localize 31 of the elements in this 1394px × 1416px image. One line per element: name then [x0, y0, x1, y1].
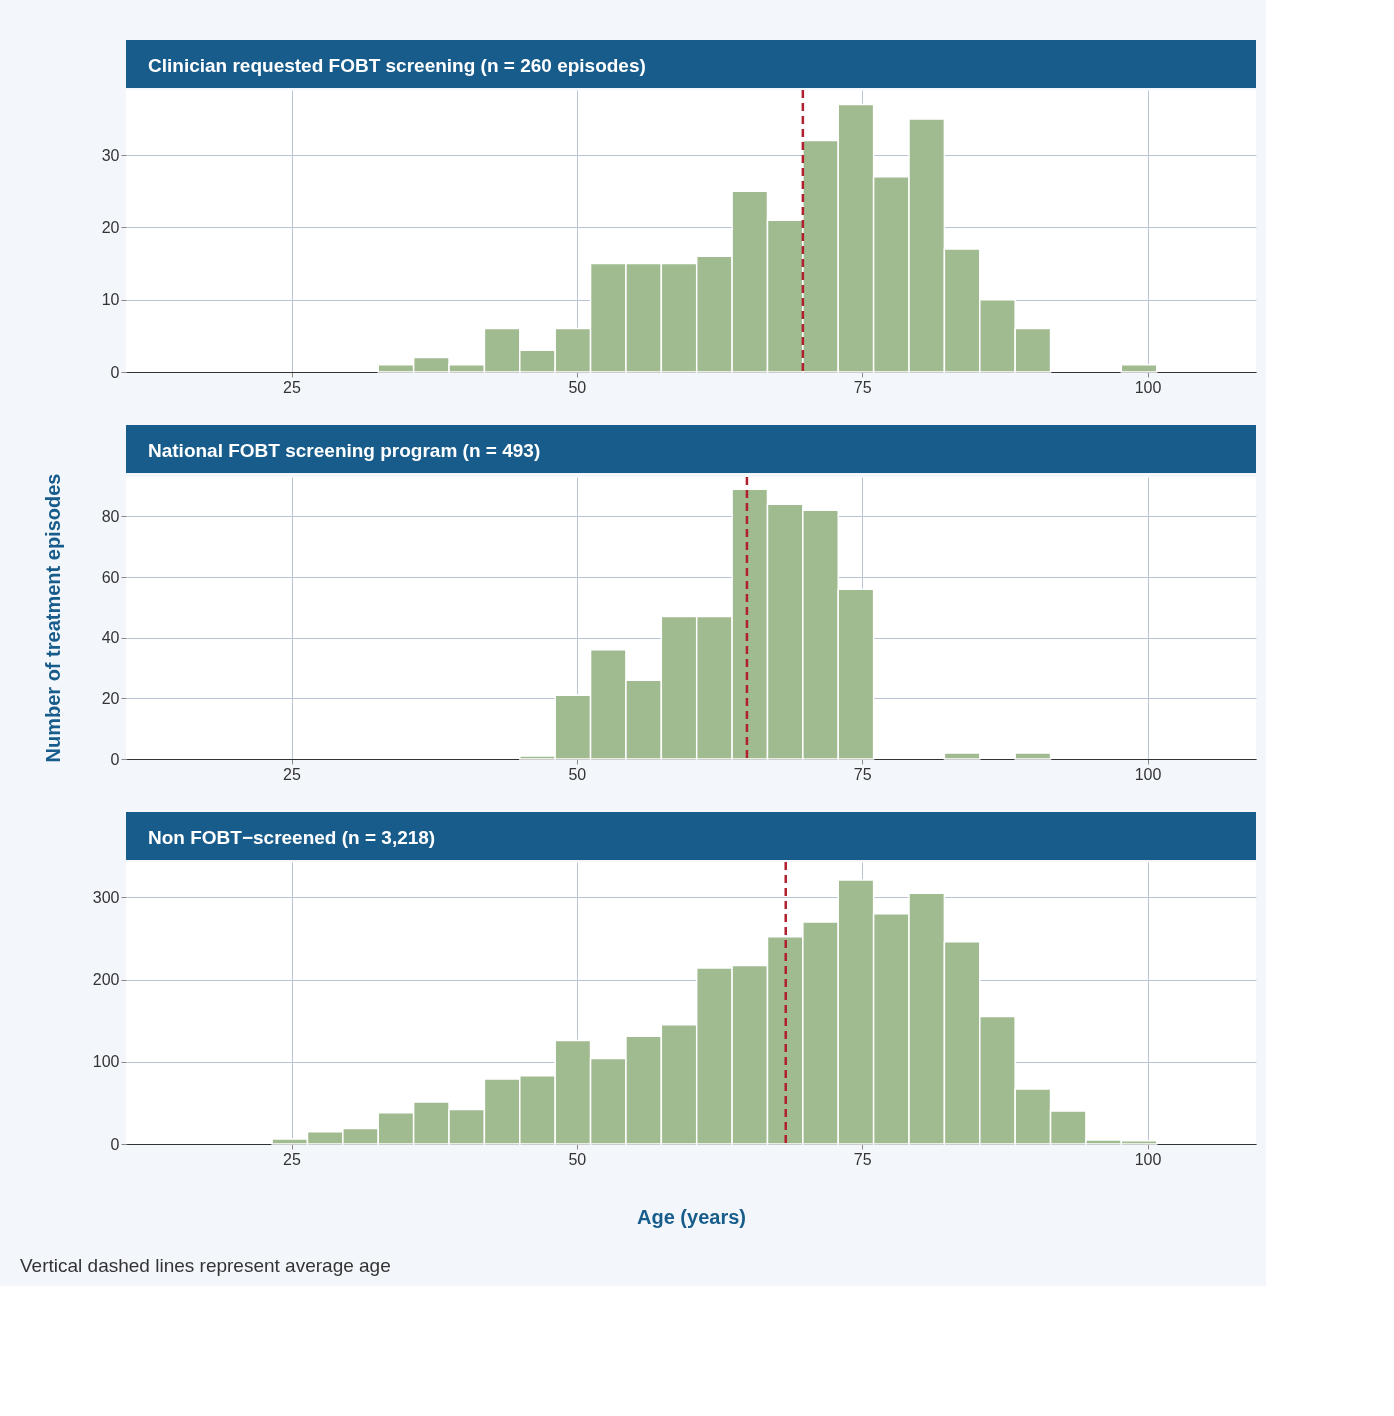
x-tick-label: 100: [1134, 378, 1162, 396]
y-tick-label: 0: [110, 363, 120, 381]
chart-title: National FOBT screening program (n = 493): [148, 440, 541, 461]
x-tick-label: 50: [568, 765, 587, 783]
y-tick-label: 100: [92, 1053, 120, 1071]
x-tick-label: 100: [1134, 1150, 1162, 1168]
y-tick-label: 10: [101, 291, 120, 309]
y-tick-label: 20: [101, 689, 120, 707]
y-axis-title: Number of treatment episodes: [42, 473, 64, 763]
y-tick-label: 0: [110, 750, 120, 768]
y-tick-label: 60: [101, 568, 120, 586]
x-tick-label: 50: [568, 378, 587, 396]
x-tick-label: 100: [1134, 765, 1162, 783]
y-tick-label: 30: [101, 146, 120, 164]
x-tick-label: 75: [853, 765, 872, 783]
y-tick-label: 300: [92, 888, 120, 906]
y-tick-label: 40: [101, 629, 120, 647]
x-tick-label: 25: [283, 378, 302, 396]
chart-title: Non FOBT−screened (n = 3,218): [148, 827, 436, 848]
x-tick-label: 75: [853, 1150, 872, 1168]
x-axis-title: Age (years): [637, 1205, 746, 1228]
y-tick-label: 0: [110, 1135, 120, 1153]
x-tick-label: 25: [283, 765, 302, 783]
x-tick-label: 25: [283, 1150, 302, 1168]
x-tick-label: 50: [568, 1150, 587, 1168]
text: Vertical dashed lines represent average age: [20, 1255, 391, 1276]
x-tick-label: 75: [853, 378, 872, 396]
y-tick-label: 80: [101, 507, 120, 525]
chart-title: Clinician requested FOBT screening (n = 260 episodes): [148, 55, 646, 76]
y-tick-label: 200: [92, 971, 120, 989]
y-tick-label: 20: [101, 218, 120, 236]
